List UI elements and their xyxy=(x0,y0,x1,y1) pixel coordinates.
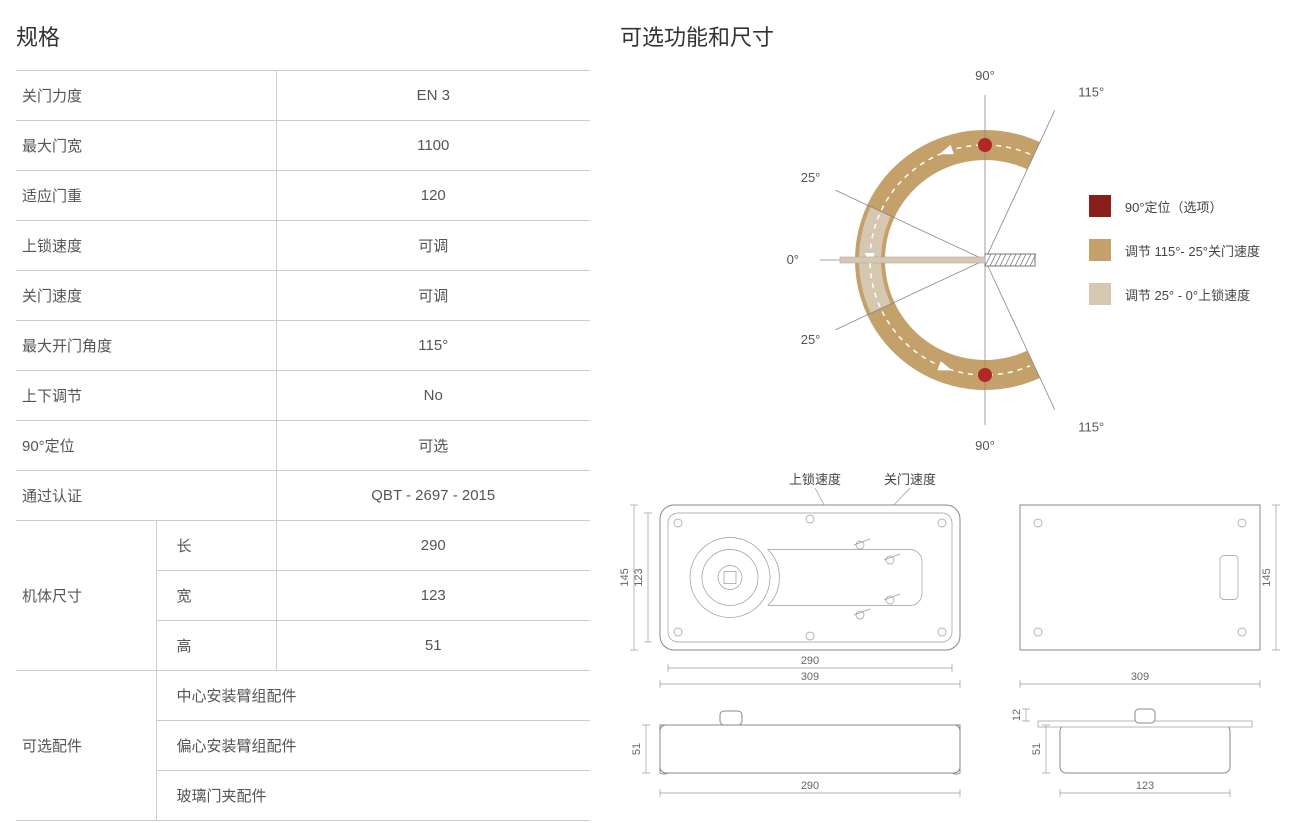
spec-row: 机体尺寸 长 290 xyxy=(16,521,590,571)
spec-label: 上下调节 xyxy=(16,371,276,421)
spec-row: 最大开门角度 115° xyxy=(16,321,590,371)
svg-text:115°: 115° xyxy=(1078,85,1104,100)
svg-text:0°: 0° xyxy=(787,252,799,267)
spec-value: 偏心安装臂组配件 xyxy=(156,721,590,771)
spec-label: 90°定位 xyxy=(16,421,276,471)
spec-value: 290 xyxy=(276,521,590,571)
spec-value: 115° xyxy=(276,321,590,371)
spec-value: QBT - 2697 - 2015 xyxy=(276,471,590,521)
spec-row: 90°定位 可选 xyxy=(16,421,590,471)
spec-label: 关门力度 xyxy=(16,71,276,121)
spec-sublabel: 宽 xyxy=(156,571,276,621)
spec-table: 关门力度 EN 3最大门宽 1100适应门重 120上锁速度 可调关门速度 可调… xyxy=(16,70,590,821)
svg-text:309: 309 xyxy=(1131,671,1149,683)
spec-value: EN 3 xyxy=(276,71,590,121)
spec-value: 可调 xyxy=(276,271,590,321)
spec-label: 适应门重 xyxy=(16,171,276,221)
svg-text:123: 123 xyxy=(633,568,645,586)
spec-row: 上锁速度 可调 xyxy=(16,221,590,271)
legend-item: 调节 115°- 25°关门速度 xyxy=(1089,239,1260,261)
spec-label: 最大开门角度 xyxy=(16,321,276,371)
svg-text:25°: 25° xyxy=(801,170,821,185)
svg-text:上锁速度: 上锁速度 xyxy=(789,472,841,487)
legend-swatch xyxy=(1089,239,1111,261)
svg-text:90°: 90° xyxy=(975,438,995,450)
legend-text: 调节 25° - 0°上锁速度 xyxy=(1125,285,1250,304)
svg-text:12: 12 xyxy=(1011,709,1023,721)
legend-item: 90°定位（选项） xyxy=(1089,195,1260,217)
svg-text:115°: 115° xyxy=(1078,419,1104,434)
svg-text:290: 290 xyxy=(801,655,819,667)
spec-value: 可选 xyxy=(276,421,590,471)
spec-row: 关门力度 EN 3 xyxy=(16,71,590,121)
technical-drawings: 上锁速度关门速度290309123145309145290511235112 xyxy=(620,470,1280,800)
spec-value: 120 xyxy=(276,171,590,221)
svg-text:145: 145 xyxy=(620,568,631,586)
spec-value: No xyxy=(276,371,590,421)
spec-sublabel: 长 xyxy=(156,521,276,571)
svg-text:123: 123 xyxy=(1136,780,1154,792)
svg-text:25°: 25° xyxy=(801,332,821,347)
spec-value: 中心安装臂组配件 xyxy=(156,671,590,721)
spec-value: 123 xyxy=(276,571,590,621)
svg-text:145: 145 xyxy=(1261,568,1273,586)
spec-value: 1100 xyxy=(276,121,590,171)
spec-label: 机体尺寸 xyxy=(16,521,156,671)
spec-value: 玻璃门夹配件 xyxy=(156,771,590,821)
spec-column: 规格 关门力度 EN 3最大门宽 1100适应门重 120上锁速度 可调关门速度… xyxy=(16,20,590,803)
legend-text: 调节 115°- 25°关门速度 xyxy=(1125,241,1260,260)
spec-row: 可选配件 中心安装臂组配件 xyxy=(16,671,590,721)
spec-label: 通过认证 xyxy=(16,471,276,521)
spec-row: 通过认证 QBT - 2697 - 2015 xyxy=(16,471,590,521)
spec-row: 适应门重 120 xyxy=(16,171,590,221)
spec-value: 51 xyxy=(276,621,590,671)
spec-sublabel: 高 xyxy=(156,621,276,671)
angle-diagram: 90° 115° 25° 0° 25° 115° 90° xyxy=(770,70,1130,450)
spec-label: 可选配件 xyxy=(16,671,156,821)
spec-label: 上锁速度 xyxy=(16,221,276,271)
svg-text:51: 51 xyxy=(631,743,643,755)
legend: 90°定位（选项） 调节 115°- 25°关门速度 调节 25° - 0°上锁… xyxy=(1089,195,1260,327)
svg-text:51: 51 xyxy=(1031,743,1043,755)
svg-text:关门速度: 关门速度 xyxy=(884,472,936,487)
diagram-title: 可选功能和尺寸 xyxy=(620,20,1280,52)
diagram-column: 可选功能和尺寸 90° 115° 25° 0° 25° 115° 90° 90°定位（选项）… xyxy=(620,20,1280,803)
spec-label: 关门速度 xyxy=(16,271,276,321)
spec-label: 最大门宽 xyxy=(16,121,276,171)
svg-text:309: 309 xyxy=(801,671,819,683)
spec-row: 最大门宽 1100 xyxy=(16,121,590,171)
svg-text:290: 290 xyxy=(801,780,819,792)
legend-swatch xyxy=(1089,283,1111,305)
spec-title: 规格 xyxy=(16,20,590,52)
legend-text: 90°定位（选项） xyxy=(1125,197,1223,216)
spec-row: 上下调节 No xyxy=(16,371,590,421)
svg-text:90°: 90° xyxy=(975,70,995,83)
spec-row: 关门速度 可调 xyxy=(16,271,590,321)
spec-value: 可调 xyxy=(276,221,590,271)
legend-swatch xyxy=(1089,195,1111,217)
legend-item: 调节 25° - 0°上锁速度 xyxy=(1089,283,1260,305)
